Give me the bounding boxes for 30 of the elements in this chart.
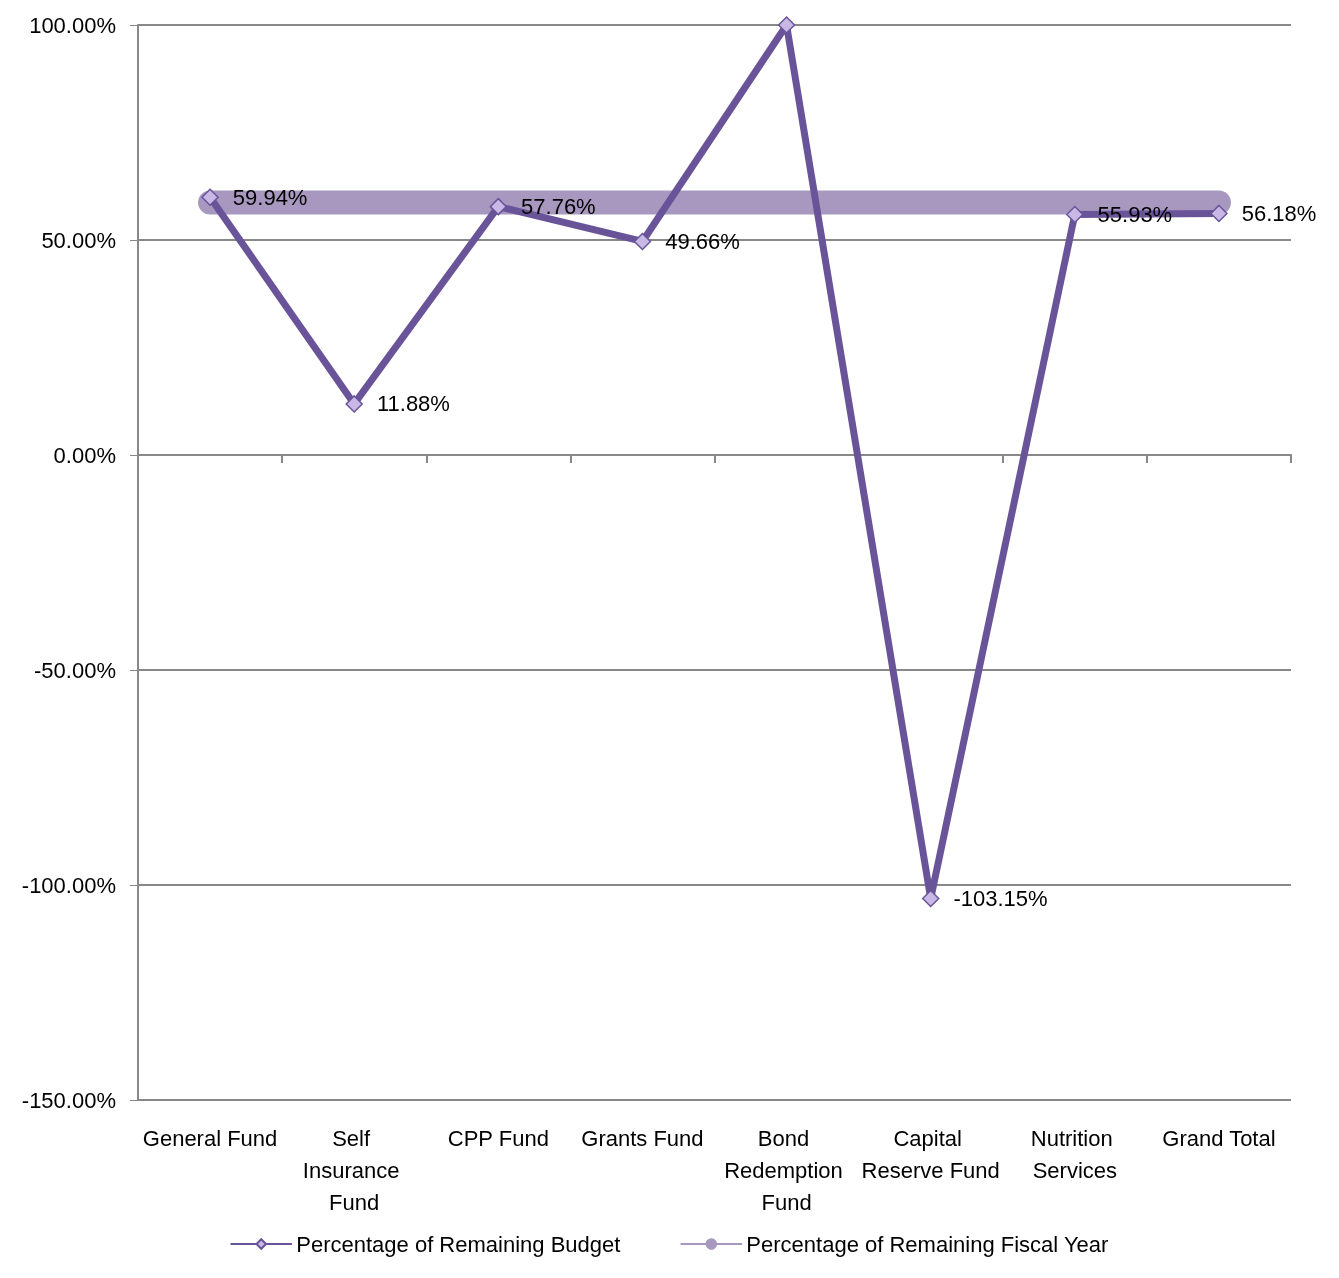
point bbox=[777, 16, 796, 34]
y-tick-label: -150.00% bbox=[21, 1087, 116, 1113]
x-tick-label: Capital Reserve Fund bbox=[861, 1125, 1000, 1183]
legend-label: Percentage of Remaining Budget bbox=[296, 1231, 621, 1257]
point bbox=[489, 197, 508, 216]
y-tick-label: 100.00% bbox=[29, 12, 116, 38]
y-tick-label: 0.00% bbox=[53, 442, 116, 468]
point bbox=[921, 889, 940, 908]
x-tick-label: Self Insurance Fund bbox=[302, 1125, 406, 1215]
data-label: 57.76% bbox=[521, 194, 596, 220]
data-label: -103.15% bbox=[953, 886, 1048, 912]
x-tick-label: Bond Redemption Fund bbox=[724, 1125, 849, 1215]
x-tick-label: General Fund bbox=[142, 1125, 278, 1151]
y-tick-label: -50.00% bbox=[34, 657, 116, 683]
x-tick-label: Grand Total bbox=[1162, 1125, 1276, 1151]
data-label: 49.66% bbox=[665, 228, 740, 254]
legend-label: Percentage of Remaining Fiscal Year bbox=[746, 1231, 1109, 1257]
y-tick-label: 50.00% bbox=[41, 227, 116, 253]
x-tick-label: CPP Fund bbox=[447, 1125, 549, 1151]
y-tick-label: -100.00% bbox=[21, 872, 116, 898]
point bbox=[633, 232, 652, 251]
x-tick-label: Nutrition Services bbox=[1030, 1125, 1119, 1183]
data-label: 59.94% bbox=[232, 184, 308, 210]
data-label: 11.88% bbox=[376, 391, 450, 417]
point bbox=[1210, 204, 1228, 223]
point bbox=[345, 395, 363, 413]
x-tick-label: Grants Fund bbox=[581, 1125, 704, 1151]
point bbox=[1066, 205, 1084, 224]
data-label: 56.18% bbox=[1241, 200, 1317, 226]
point bbox=[201, 188, 219, 207]
